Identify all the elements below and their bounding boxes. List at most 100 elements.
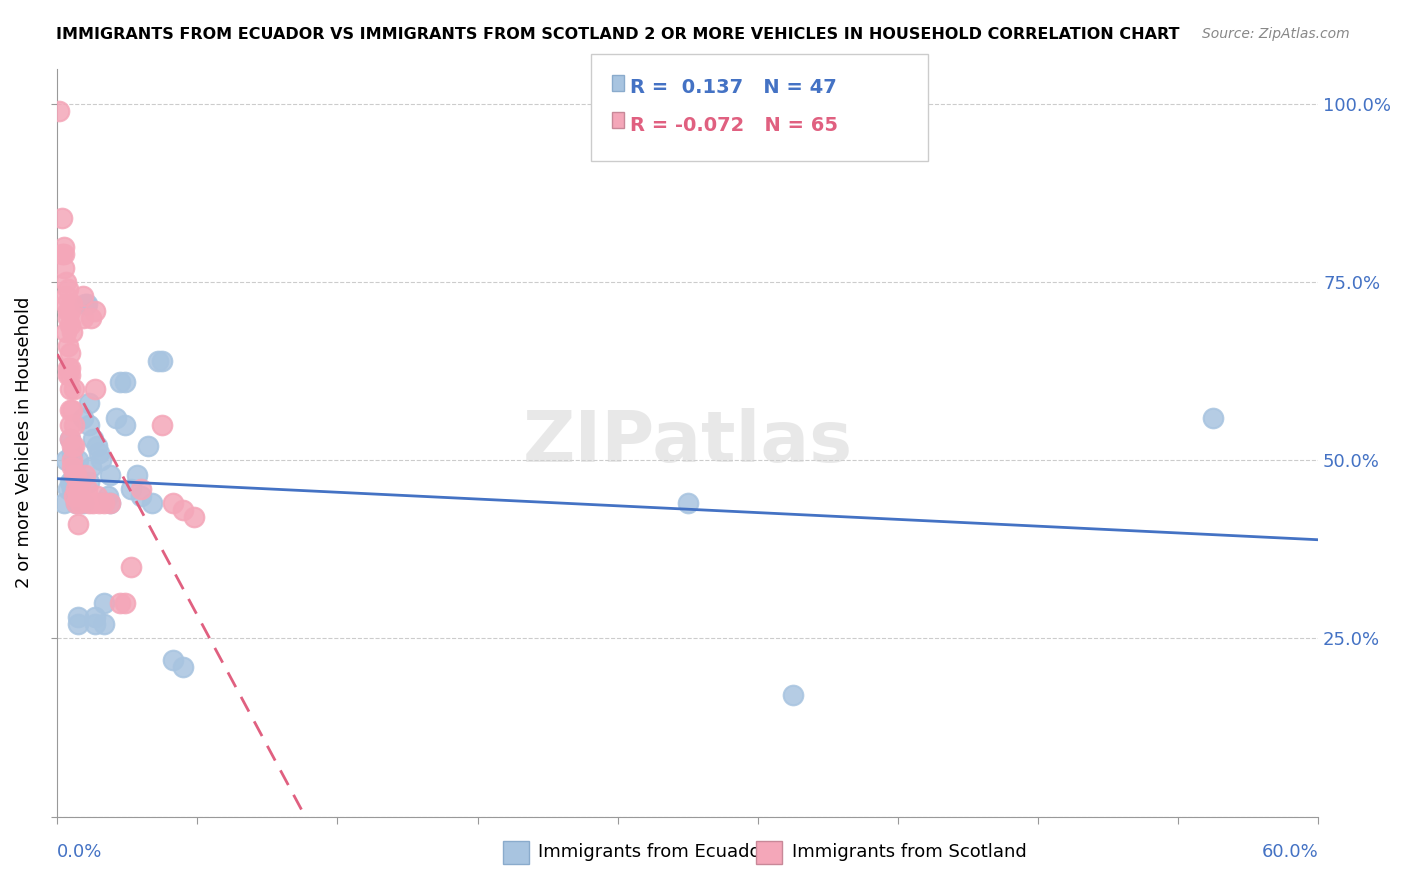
Point — [56, 482, 79, 496]
Point — [162, 496, 184, 510]
Point — [1202, 410, 1225, 425]
Point — [98, 467, 121, 482]
Point — [80, 460, 103, 475]
Point — [59, 318, 82, 332]
Point — [150, 353, 173, 368]
Point — [60, 296, 83, 310]
Point — [56, 310, 79, 325]
Point — [59, 360, 82, 375]
Point — [114, 596, 136, 610]
Point — [72, 289, 94, 303]
Point — [59, 432, 82, 446]
Point — [86, 439, 108, 453]
Point — [56, 339, 79, 353]
Point — [59, 382, 82, 396]
Point — [65, 496, 87, 510]
Point — [55, 275, 77, 289]
Point — [59, 475, 82, 489]
Point — [84, 617, 107, 632]
Point — [63, 489, 86, 503]
Point — [90, 453, 112, 467]
Point — [110, 596, 132, 610]
Point — [67, 489, 90, 503]
Y-axis label: 2 or more Vehicles in Household: 2 or more Vehicles in Household — [15, 297, 32, 588]
Point — [141, 496, 163, 510]
Point — [65, 482, 87, 496]
Point — [63, 382, 86, 396]
Point — [67, 617, 90, 632]
Point — [93, 617, 115, 632]
Point — [60, 446, 83, 460]
Point — [114, 375, 136, 389]
Point — [114, 417, 136, 432]
Point — [172, 660, 194, 674]
Text: R = -0.072   N = 65: R = -0.072 N = 65 — [630, 116, 838, 135]
Point — [72, 410, 94, 425]
Point — [76, 296, 98, 310]
Text: Source: ZipAtlas.com: Source: ZipAtlas.com — [1202, 27, 1350, 41]
Point — [60, 482, 83, 496]
Point — [84, 610, 107, 624]
Point — [67, 610, 90, 624]
Point — [59, 346, 82, 360]
Point — [65, 496, 87, 510]
Point — [110, 375, 132, 389]
Text: R =  0.137   N = 47: R = 0.137 N = 47 — [630, 78, 837, 97]
Point — [56, 282, 79, 296]
Point — [120, 560, 142, 574]
Point — [55, 296, 77, 310]
Point — [120, 482, 142, 496]
Point — [84, 382, 107, 396]
Point — [51, 211, 73, 226]
Point — [60, 460, 83, 475]
Point — [60, 403, 83, 417]
Point — [782, 689, 804, 703]
Text: Immigrants from Ecuador: Immigrants from Ecuador — [538, 843, 769, 861]
Point — [60, 439, 83, 453]
Point — [162, 653, 184, 667]
Point — [97, 489, 120, 503]
Text: 0.0%: 0.0% — [58, 843, 103, 862]
Point — [59, 403, 82, 417]
Point — [150, 417, 173, 432]
Text: ZIPatlas: ZIPatlas — [523, 408, 853, 477]
Text: 60.0%: 60.0% — [1261, 843, 1319, 862]
Point — [55, 453, 77, 467]
Point — [84, 303, 107, 318]
Point — [67, 453, 90, 467]
Point — [98, 496, 121, 510]
Point — [86, 489, 108, 503]
Point — [56, 368, 79, 382]
Point — [183, 510, 205, 524]
Point — [55, 289, 77, 303]
Point — [131, 489, 153, 503]
Point — [131, 482, 153, 496]
Point — [127, 467, 149, 482]
Point — [69, 482, 91, 496]
Point — [63, 439, 86, 453]
Point — [67, 475, 90, 489]
Point — [63, 417, 86, 432]
Point — [60, 453, 83, 467]
Point — [55, 325, 77, 339]
Point — [89, 446, 111, 460]
Point — [172, 503, 194, 517]
Point — [93, 596, 115, 610]
Point — [48, 104, 70, 119]
Point — [82, 432, 104, 446]
Point — [69, 496, 91, 510]
Point — [67, 517, 90, 532]
Point — [59, 368, 82, 382]
Point — [77, 496, 100, 510]
Point — [72, 496, 94, 510]
Point — [93, 496, 115, 510]
Point — [82, 496, 104, 510]
Point — [146, 353, 169, 368]
Point — [136, 439, 159, 453]
Text: Immigrants from Scotland: Immigrants from Scotland — [792, 843, 1026, 861]
Point — [59, 417, 82, 432]
Point — [105, 410, 128, 425]
Point — [65, 467, 87, 482]
Point — [73, 467, 96, 482]
Point — [77, 475, 100, 489]
